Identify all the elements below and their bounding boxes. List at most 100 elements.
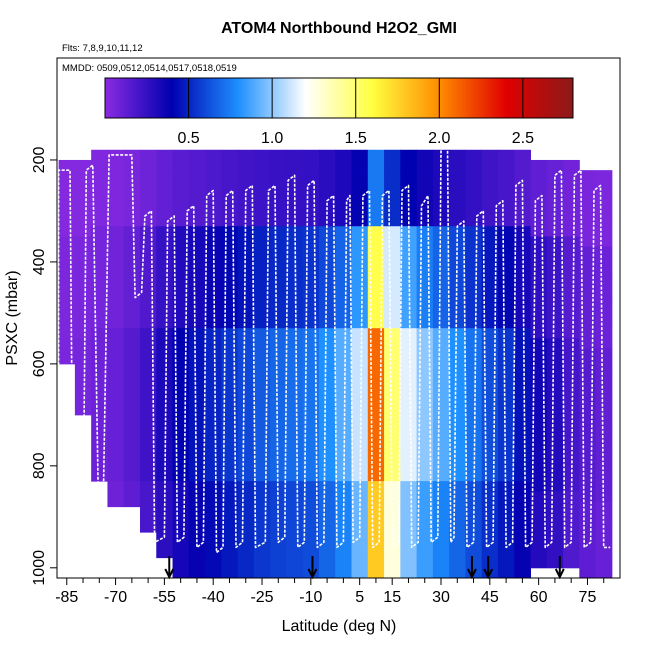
heatmap-cell [367, 506, 385, 533]
heatmap-cell [335, 404, 353, 431]
heatmap-cell [156, 302, 174, 329]
heatmap-cell [497, 251, 515, 278]
heatmap-cell [384, 302, 401, 329]
heatmap-cell [514, 175, 532, 202]
heatmap-cell [58, 261, 76, 288]
heatmap-cell [481, 175, 499, 202]
heatmap-cell [514, 302, 532, 329]
heatmap-cell [546, 261, 564, 288]
heatmap-cell [156, 149, 174, 176]
heatmap-cell [302, 149, 320, 176]
heatmap-cell [449, 430, 466, 457]
heatmap-cell [579, 246, 597, 273]
heatmap-cell [237, 175, 255, 202]
heatmap-cell [91, 175, 108, 202]
heatmap-cell [351, 532, 369, 559]
heatmap-cell [351, 404, 369, 431]
heatmap-cell [318, 404, 336, 431]
heatmap-cell [302, 532, 320, 559]
heatmap-cell [465, 404, 483, 431]
heatmap-cell [400, 506, 418, 533]
heatmap-cell [74, 389, 92, 416]
heatmap-cell [123, 277, 141, 304]
heatmap-cell [384, 328, 401, 355]
heatmap-cell [400, 353, 418, 380]
heatmap-cell [270, 353, 287, 380]
heatmap-cell [465, 328, 483, 355]
heatmap-cell [318, 328, 336, 355]
heatmap-cell [465, 532, 483, 559]
heatmap-cell [123, 353, 141, 380]
heatmap-cell [139, 149, 157, 176]
heatmap-cell [123, 251, 141, 278]
heatmap-cell [302, 175, 320, 202]
heatmap-cell [481, 481, 499, 508]
heatmap-cell [123, 175, 141, 202]
colorbar-tick-label: 1.0 [261, 130, 283, 147]
heatmap-cell [205, 353, 222, 380]
x-tick-label: 60 [530, 589, 548, 606]
profile-arrow [164, 556, 175, 580]
heatmap-cell [514, 149, 532, 176]
heatmap-cell [156, 200, 174, 227]
heatmap-cell [432, 455, 450, 482]
heatmap-cell [205, 481, 222, 508]
heatmap-cell [270, 430, 287, 457]
profile-arrow [467, 556, 477, 580]
heatmap-cell [416, 251, 434, 278]
x-tick-label: 5 [355, 589, 364, 606]
heatmap-cell [335, 430, 353, 457]
heatmap-cell [432, 302, 450, 329]
heatmap-cell [367, 455, 385, 482]
heatmap-cell [432, 379, 450, 406]
heatmap-cell [367, 149, 385, 176]
heatmap-cell [481, 430, 499, 457]
heatmap-cell [497, 379, 515, 406]
x-tick-label: -70 [104, 589, 127, 606]
heatmap-cell [514, 557, 532, 578]
heatmap-cell [595, 425, 613, 452]
heatmap-cell [449, 532, 466, 559]
heatmap-cell [530, 414, 548, 441]
heatmap-cell [449, 302, 466, 329]
heatmap-cell [481, 455, 499, 482]
heatmap-cell [188, 277, 206, 304]
heatmap-cell [107, 481, 125, 508]
heatmap-cell [188, 379, 206, 406]
heatmap-cell [58, 210, 76, 237]
heatmap-cell [205, 175, 222, 202]
heatmap-cell [253, 353, 271, 380]
heatmap-cell [514, 430, 532, 457]
colorbar-tick-label: 0.5 [177, 130, 199, 147]
heatmap-cell [497, 226, 515, 253]
heatmap-cell [221, 175, 239, 202]
heatmap-cell [91, 379, 108, 406]
heatmap-cell [497, 404, 515, 431]
heatmap-cell [400, 557, 418, 578]
heatmap-cell [205, 328, 222, 355]
heatmap-cell [156, 353, 174, 380]
heatmap-cell [481, 277, 499, 304]
heatmap-cell [318, 455, 336, 482]
heatmap-cell [465, 506, 483, 533]
heatmap-cell [595, 272, 613, 299]
heatmap-cell [221, 200, 239, 227]
heatmap-cell [530, 440, 548, 467]
heatmap-cell [563, 389, 580, 416]
heatmap-cell [172, 557, 190, 578]
heatmap-cell [172, 302, 190, 329]
heatmap-cell [286, 532, 304, 559]
heatmap-cell [449, 328, 466, 355]
heatmap-cell [107, 175, 125, 202]
heatmap-cell [563, 312, 580, 339]
x-axis-label: Latitude (deg N) [282, 618, 397, 635]
heatmap-cell [579, 221, 597, 248]
heatmap-cell [188, 251, 206, 278]
heatmap-cell [351, 557, 369, 578]
heatmap-cell [497, 302, 515, 329]
heatmap-cell [107, 302, 125, 329]
heatmap-cell [465, 353, 483, 380]
heatmap-cell [107, 226, 125, 253]
heatmap-cell [91, 430, 108, 457]
heatmap-cell [139, 404, 157, 431]
